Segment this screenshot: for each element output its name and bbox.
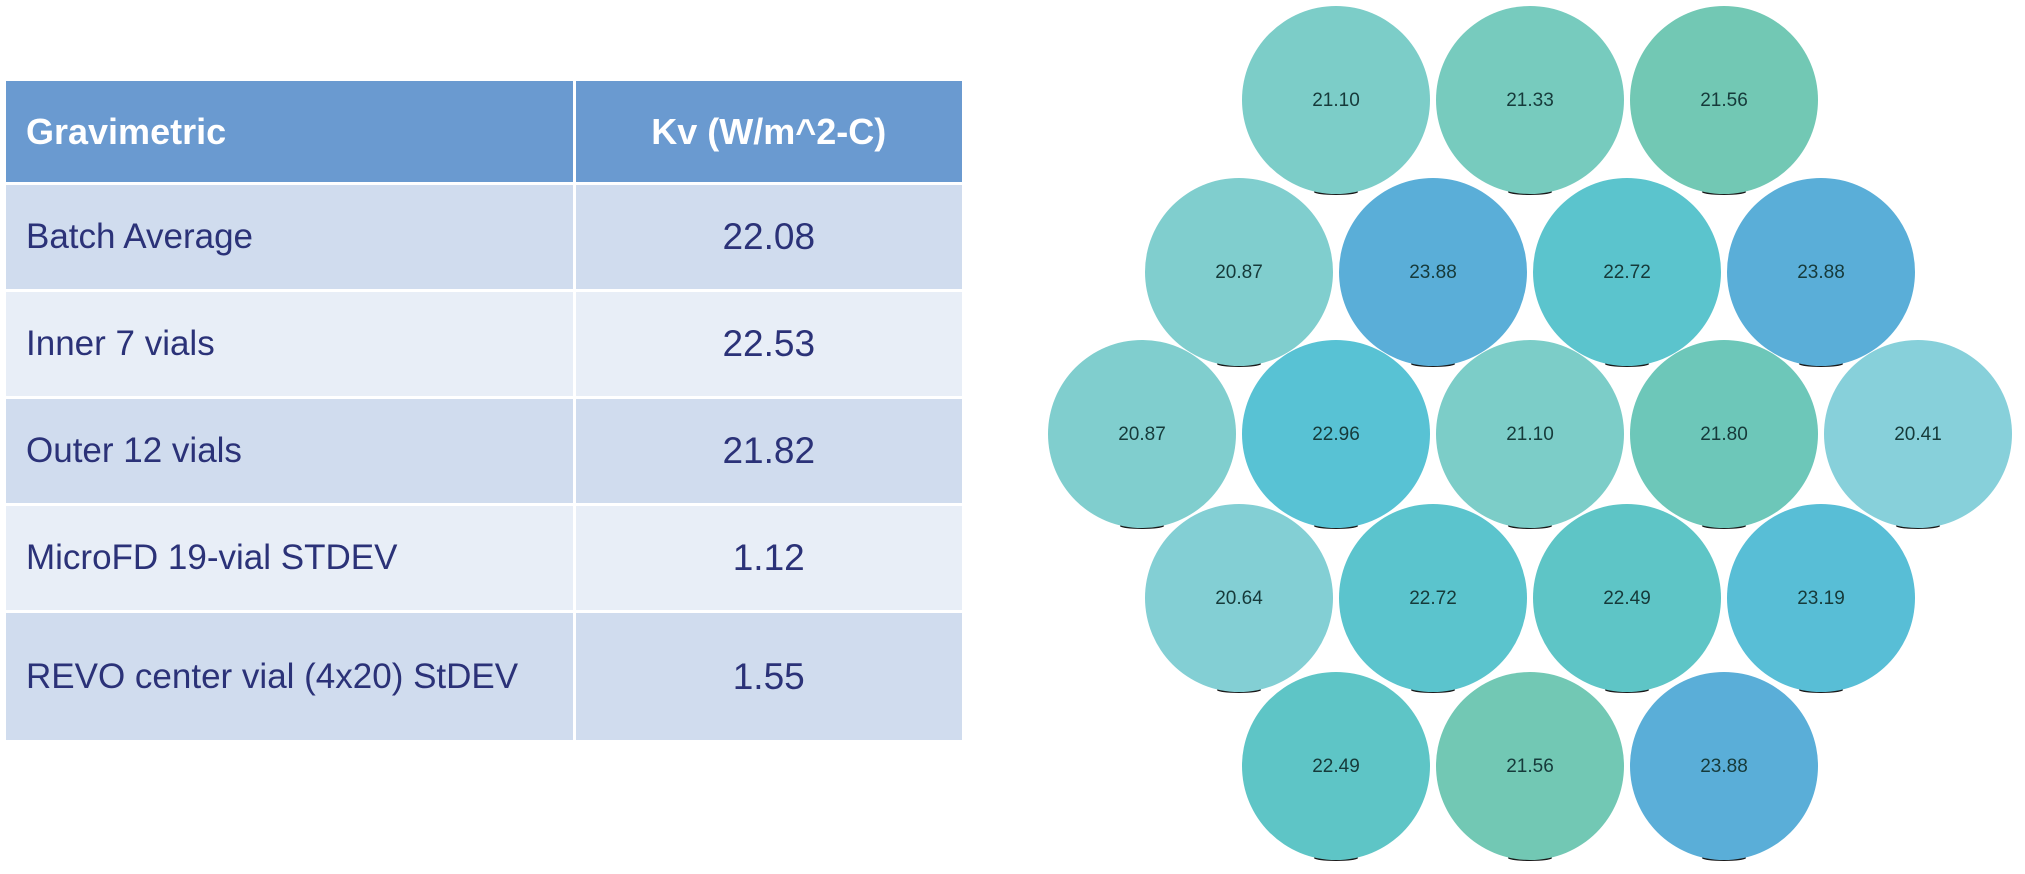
vial-circle [1630, 672, 1818, 860]
vial-kv-label: 20.87 [1215, 262, 1263, 283]
table-row: MicroFD 19-vial STDEV 1.12 [6, 504, 962, 612]
vial-circle [1533, 178, 1721, 366]
table-row: Inner 7 vials 22.53 [6, 290, 962, 398]
vial-kv-label: 21.33 [1506, 90, 1554, 111]
row-label-batch-average: Batch Average [6, 183, 574, 291]
vial-kv-label: 21.10 [1506, 424, 1554, 445]
vial-kv-label: 22.49 [1312, 756, 1360, 777]
row-label-microfd-stdev: MicroFD 19-vial STDEV [6, 504, 574, 612]
vial-kv-label: 20.64 [1215, 588, 1263, 609]
vial-circle [1727, 178, 1915, 366]
vial-circle [1339, 504, 1527, 692]
vial-kv-label: 23.88 [1409, 262, 1457, 283]
table-row: Outer 12 vials 21.82 [6, 397, 962, 505]
vial-circle [1727, 504, 1915, 692]
table-row: Batch Average 22.08 [6, 183, 962, 291]
vial-circle [1630, 6, 1818, 194]
vial-kv-label: 23.19 [1797, 588, 1845, 609]
row-value-inner-vials: 22.53 [572, 290, 962, 398]
vial-circle [1436, 6, 1624, 194]
vial-circle [1339, 178, 1527, 366]
vial-kv-label: 21.56 [1700, 90, 1748, 111]
vial-kv-label: 22.96 [1312, 424, 1360, 445]
vial-kv-label: 22.72 [1409, 588, 1457, 609]
row-value-microfd-stdev: 1.12 [572, 504, 962, 612]
vial-circle [1242, 340, 1430, 528]
vial-kv-label: 22.49 [1603, 588, 1651, 609]
header-kv-units: Kv (W/m^2-C) [572, 81, 962, 184]
vial-circle [1145, 178, 1333, 366]
row-value-outer-vials: 21.82 [572, 397, 962, 505]
row-value-revo-stdev: 1.55 [572, 611, 962, 740]
vial-kv-label: 21.80 [1700, 424, 1748, 445]
vial-circle [1533, 504, 1721, 692]
vial-kv-label: 23.88 [1797, 262, 1845, 283]
row-value-batch-average: 22.08 [572, 183, 962, 291]
vial-circle [1048, 340, 1236, 528]
row-label-revo-stdev: REVO center vial (4x20) StDEV [6, 611, 574, 740]
table-header-row: Gravimetric Kv (W/m^2-C) [6, 81, 962, 184]
row-label-inner-vials: Inner 7 vials [6, 290, 574, 398]
header-gravimetric: Gravimetric [6, 81, 574, 184]
vial-circle [1824, 340, 2012, 528]
vial-kv-label: 22.72 [1603, 262, 1651, 283]
kv-summary-table: Gravimetric Kv (W/m^2-C) Batch Average 2… [6, 81, 962, 740]
vial-kv-label: 21.56 [1506, 756, 1554, 777]
vial-circle [1145, 504, 1333, 692]
vial-kv-label: 20.41 [1894, 424, 1942, 445]
vial-kv-label: 20.87 [1118, 424, 1166, 445]
vial-circle [1242, 672, 1430, 860]
vial-circle [1436, 672, 1624, 860]
vial-circle [1242, 6, 1430, 194]
vial-kv-label: 23.88 [1700, 756, 1748, 777]
vial-circle [1436, 340, 1624, 528]
row-label-outer-vials: Outer 12 vials [6, 397, 574, 505]
vial-circle [1630, 340, 1818, 528]
table-row: REVO center vial (4x20) StDEV 1.55 [6, 611, 962, 740]
vial-kv-label: 21.10 [1312, 90, 1360, 111]
